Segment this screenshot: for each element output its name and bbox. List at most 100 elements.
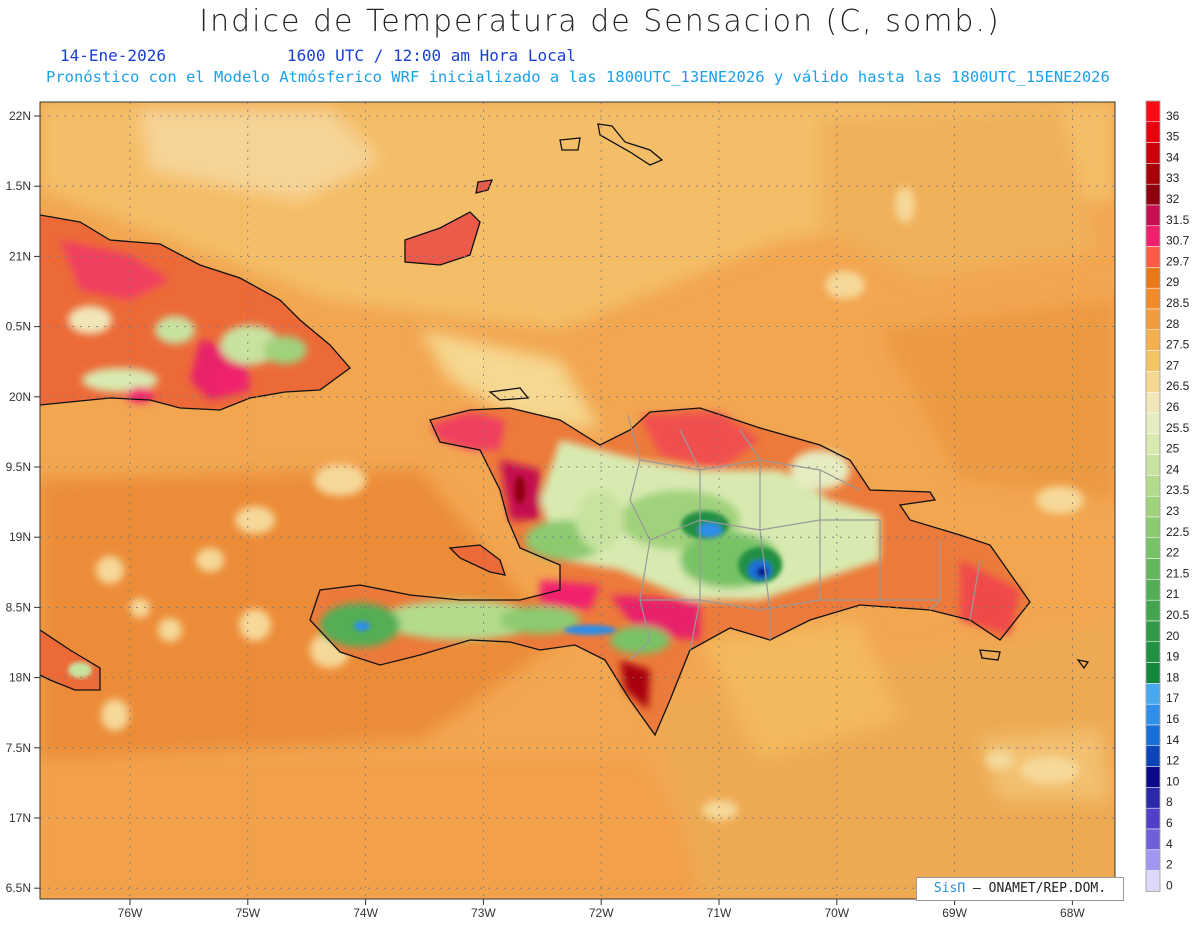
legend-label: 0 bbox=[1166, 878, 1173, 892]
legend-swatch bbox=[1145, 683, 1161, 705]
legend-swatch bbox=[1145, 870, 1161, 892]
legend-swatch bbox=[1145, 599, 1161, 622]
legend-label: 8 bbox=[1166, 795, 1173, 809]
legend-swatch bbox=[1145, 371, 1161, 393]
legend-swatch bbox=[1145, 558, 1161, 580]
lon-label: 74W bbox=[353, 906, 378, 920]
legend-label: 35 bbox=[1166, 130, 1180, 144]
temperature-field bbox=[40, 102, 1115, 899]
legend-label: 12 bbox=[1166, 754, 1180, 768]
legend-label: 26.5 bbox=[1166, 379, 1190, 393]
legend-swatch bbox=[1145, 121, 1161, 143]
legend-label: 20.5 bbox=[1166, 608, 1190, 622]
legend-swatch bbox=[1145, 183, 1161, 206]
legend-label: 22 bbox=[1166, 546, 1180, 560]
legend-label: 10 bbox=[1166, 774, 1180, 788]
legend-swatch bbox=[1145, 579, 1161, 601]
legend-label: 28.5 bbox=[1166, 296, 1190, 310]
grid-lines bbox=[40, 102, 1115, 899]
legend-label: 20 bbox=[1166, 629, 1180, 643]
legend-label: 36 bbox=[1166, 109, 1180, 123]
legend-label: 29 bbox=[1166, 275, 1180, 289]
legend-label: 25.5 bbox=[1166, 421, 1190, 435]
legend-swatch bbox=[1145, 433, 1161, 455]
legend-swatch bbox=[1145, 308, 1161, 331]
legend-label: 19 bbox=[1166, 650, 1180, 664]
legend-label: 2 bbox=[1166, 858, 1173, 872]
longitude-labels: 76W 75W 74W 73W 72W 71W 70W 69W 68W bbox=[118, 899, 1085, 920]
forecast-date: 14-Ene-2026 bbox=[60, 46, 166, 65]
credit-text: – ONAMET/REP.DOM. bbox=[965, 881, 1107, 896]
legend-swatch bbox=[1145, 724, 1161, 747]
legend-label: 16 bbox=[1166, 712, 1180, 726]
map-title: Indice de Temperatura de Sensacion (C, s… bbox=[199, 4, 1001, 39]
forecast-time: 1600 UTC / 12:00 am Hora Local bbox=[287, 46, 576, 65]
legend-label: 34 bbox=[1166, 150, 1180, 164]
legend-swatch bbox=[1145, 287, 1161, 310]
legend-swatch bbox=[1145, 807, 1161, 830]
legend-swatch bbox=[1145, 267, 1161, 289]
lon-label: 70W bbox=[824, 906, 849, 920]
legend-swatch bbox=[1145, 620, 1161, 643]
legend-label: 30.7 bbox=[1166, 234, 1190, 248]
lon-label: 68W bbox=[1060, 906, 1085, 920]
legend-label: 24 bbox=[1166, 462, 1180, 476]
legend-swatch bbox=[1145, 787, 1161, 809]
legend-label: 26 bbox=[1166, 400, 1180, 414]
legend-swatch bbox=[1145, 246, 1161, 268]
legend-label: 23.5 bbox=[1166, 483, 1190, 497]
lat-label: 18N bbox=[9, 671, 31, 685]
legend-swatch bbox=[1145, 454, 1161, 476]
lon-label: 69W bbox=[942, 906, 967, 920]
legend-swatch bbox=[1145, 391, 1161, 414]
legend-swatch bbox=[1145, 350, 1161, 372]
legend-label: 32 bbox=[1166, 192, 1180, 206]
legend-label: 14 bbox=[1166, 733, 1180, 747]
legend-label: 25 bbox=[1166, 442, 1180, 456]
legend-label: 21 bbox=[1166, 587, 1180, 601]
legend-swatch bbox=[1145, 703, 1161, 726]
lat-label: 9.5N bbox=[6, 460, 31, 474]
legend-label: 29.7 bbox=[1166, 254, 1190, 268]
legend-swatch bbox=[1145, 163, 1161, 185]
legend-swatch bbox=[1145, 516, 1161, 539]
legend-swatch bbox=[1145, 204, 1161, 227]
legend-label: 22.5 bbox=[1166, 525, 1190, 539]
legend-label: 6 bbox=[1166, 816, 1173, 830]
lon-label: 76W bbox=[118, 906, 143, 920]
legend-label: 31.5 bbox=[1166, 213, 1190, 227]
lat-label: 8.5N bbox=[6, 600, 31, 614]
credit-brand: SisΠ bbox=[933, 881, 966, 896]
lat-label: 17N bbox=[9, 811, 31, 825]
legend-frame bbox=[1145, 100, 1161, 892]
lat-label: 0.5N bbox=[6, 320, 31, 334]
legend-swatch bbox=[1145, 142, 1161, 164]
legend-swatch bbox=[1145, 849, 1161, 871]
legend-label: 27 bbox=[1166, 358, 1180, 372]
hispaniola-region bbox=[310, 408, 1030, 735]
legend-swatch bbox=[1145, 475, 1161, 497]
latitude-labels: 22N 1.5N 21N 0.5N 20N 9.5N 19N 8.5N 18N 7.5N 17N 6.… bbox=[6, 109, 40, 895]
legend-label: 4 bbox=[1166, 837, 1173, 851]
legend-swatch bbox=[1145, 100, 1161, 123]
lat-label: 1.5N bbox=[6, 179, 31, 193]
legend-label: 27.5 bbox=[1166, 338, 1190, 352]
credit-box: SisΠ – ONAMET/REP.DOM. bbox=[916, 877, 1124, 901]
lat-label: 19N bbox=[9, 530, 31, 544]
legend-label: 28 bbox=[1166, 317, 1180, 331]
lon-label: 72W bbox=[589, 906, 614, 920]
legend-swatch bbox=[1145, 495, 1161, 518]
legend-swatch bbox=[1145, 766, 1161, 788]
lon-label: 75W bbox=[235, 906, 260, 920]
legend-label: 21.5 bbox=[1166, 566, 1190, 580]
legend-swatch bbox=[1145, 329, 1161, 351]
legend-label: 18 bbox=[1166, 670, 1180, 684]
lat-label: 20N bbox=[9, 390, 31, 404]
lat-label: 22N bbox=[9, 109, 31, 123]
color-legend: 363534333231.530.729.72928.52827.52726.5… bbox=[1145, 100, 1190, 892]
legend-swatch bbox=[1145, 662, 1161, 684]
lat-label: 21N bbox=[9, 249, 31, 263]
legend-swatch bbox=[1145, 641, 1161, 663]
lat-label: 6.5N bbox=[6, 881, 31, 895]
